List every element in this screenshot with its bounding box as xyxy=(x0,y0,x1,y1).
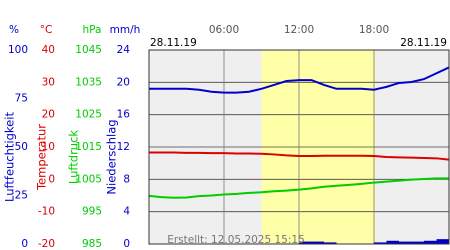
rain-bar xyxy=(386,240,399,244)
rain-bar xyxy=(324,242,337,244)
data-line xyxy=(149,66,450,94)
date-right: 28.11.19 xyxy=(400,37,447,49)
axis-title: Luftdruck xyxy=(67,130,81,184)
x-tick-label: 12:00 xyxy=(284,24,314,36)
y-tick-label: 1005 xyxy=(75,173,102,185)
y-tick-label: 24 xyxy=(117,44,131,56)
date-left: 28.11.19 xyxy=(150,37,197,49)
y-tick-label: 12 xyxy=(117,141,130,153)
y-tick-label: 50 xyxy=(15,141,28,153)
y-tick-label: 985 xyxy=(82,238,102,250)
y-tick-label: 100 xyxy=(8,44,28,56)
rain-bar xyxy=(424,240,437,244)
y-tick-label: 20 xyxy=(117,76,130,88)
rain-bar xyxy=(411,241,424,244)
axis-unit: % xyxy=(9,24,19,36)
axis-title: Luftfeuchtigkeit xyxy=(3,112,17,202)
y-tick-label: 1015 xyxy=(75,141,102,153)
y-tick-label: 40 xyxy=(42,44,55,56)
y-tick-label: 1035 xyxy=(75,76,102,88)
y-tick-label: 16 xyxy=(117,109,131,121)
data-line xyxy=(148,177,449,199)
y-tick-label: -20 xyxy=(38,238,55,250)
plot-border xyxy=(148,49,450,245)
y-tick-label: -10 xyxy=(38,206,55,218)
y-tick-label: 0 xyxy=(123,238,130,250)
axis-title: Temperatur xyxy=(35,124,49,191)
rain-bar xyxy=(299,241,312,244)
y-tick-label: 25 xyxy=(15,190,28,202)
y-tick-label: 0 xyxy=(48,173,55,185)
created-note: Erstellt: 12.05.2025 15:15 xyxy=(167,234,305,246)
x-tick-label: 18:00 xyxy=(359,24,389,36)
rain-bar xyxy=(374,242,387,244)
y-tick-label: 30 xyxy=(42,76,55,88)
rain-bar xyxy=(399,241,412,244)
axis-unit: °C xyxy=(40,24,53,36)
axis-unit: hPa xyxy=(83,24,102,36)
axis-title: Niederschlag xyxy=(105,119,119,194)
rain-bar xyxy=(436,239,449,244)
y-tick-label: 75 xyxy=(15,93,28,105)
y-tick-label: 10 xyxy=(42,141,55,153)
y-tick-label: 1045 xyxy=(75,44,102,56)
y-tick-label: 8 xyxy=(123,173,130,185)
axis-unit: mm/h xyxy=(110,24,141,36)
y-tick-label: 0 xyxy=(21,238,28,250)
x-tick-label: 06:00 xyxy=(209,24,239,36)
rain-bar xyxy=(311,241,324,244)
y-tick-label: 995 xyxy=(82,206,102,218)
y-tick-label: 1025 xyxy=(75,109,102,121)
data-line xyxy=(149,151,450,161)
y-tick-label: 4 xyxy=(123,206,130,218)
y-tick-label: 20 xyxy=(42,109,55,121)
